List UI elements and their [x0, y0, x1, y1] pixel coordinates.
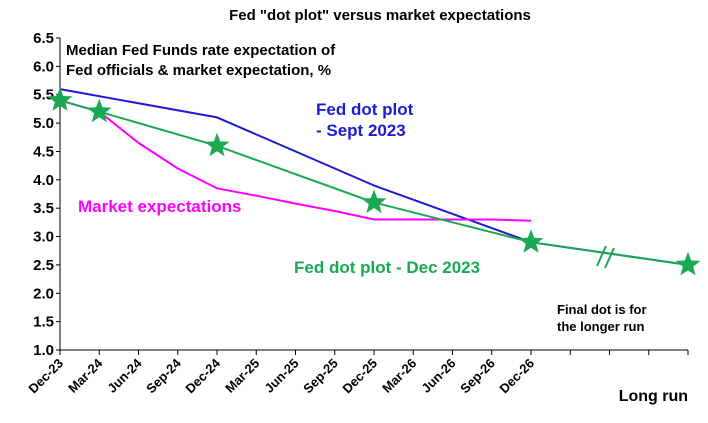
x-tick-label: Jun-24 — [104, 355, 145, 396]
y-tick-label: 3.5 — [33, 200, 54, 217]
x-tick-label: Dec-26 — [496, 356, 537, 397]
star-marker — [204, 132, 230, 157]
star-marker — [47, 87, 73, 111]
x-tick-label: Mar-26 — [379, 356, 419, 396]
x-tick-label: Sep-25 — [300, 356, 341, 397]
y-tick-label: 3.0 — [33, 229, 54, 246]
chart-title: Fed "dot plot" versus market expectation… — [229, 7, 531, 24]
annotation: Median Fed Funds rate expectation of — [66, 42, 336, 59]
y-tick-label: 2.0 — [33, 285, 54, 302]
y-tick-label: 2.5 — [33, 257, 54, 274]
x-tick-label: Sep-26 — [457, 356, 498, 397]
y-tick-label: 1.5 — [33, 314, 54, 331]
line-series — [59, 99, 532, 222]
y-tick-label: 6.0 — [33, 58, 54, 75]
star-marker — [86, 98, 112, 123]
x-tick-label: Long run — [619, 388, 688, 405]
y-tick-label: 1.0 — [33, 342, 54, 359]
x-tick-label: Mar-25 — [222, 356, 262, 396]
y-tick-label: 5.5 — [33, 87, 54, 104]
annotation: the longer run — [557, 319, 645, 334]
star-marker — [675, 251, 701, 276]
y-tick-label: 6.5 — [33, 30, 54, 47]
star-marker — [518, 229, 544, 253]
star-marker — [361, 189, 387, 213]
x-tick-label: Dec-25 — [339, 356, 380, 397]
series-label: Fed dot plot - Sept 2023 — [316, 100, 414, 140]
series-label: Market expectations — [78, 197, 242, 216]
x-tick-label: Dec-24 — [182, 355, 223, 396]
series-label: Fed dot plot - Dec 2023 — [294, 258, 481, 277]
axis-break — [596, 245, 615, 269]
y-tick-label: 4.0 — [33, 172, 54, 189]
annotation: Fed officials & market expectation, % — [66, 62, 332, 79]
y-tick-label: 5.0 — [33, 115, 54, 132]
x-tick-label: Dec-23 — [25, 356, 66, 397]
x-tick-label: Jun-25 — [261, 356, 301, 396]
y-tick-label: 4.5 — [33, 143, 54, 160]
x-tick-label: Sep-24 — [143, 355, 184, 396]
annotation: Final dot is for — [557, 302, 647, 317]
x-tick-label: Mar-24 — [65, 355, 106, 396]
x-tick-label: Jun-26 — [418, 356, 458, 396]
